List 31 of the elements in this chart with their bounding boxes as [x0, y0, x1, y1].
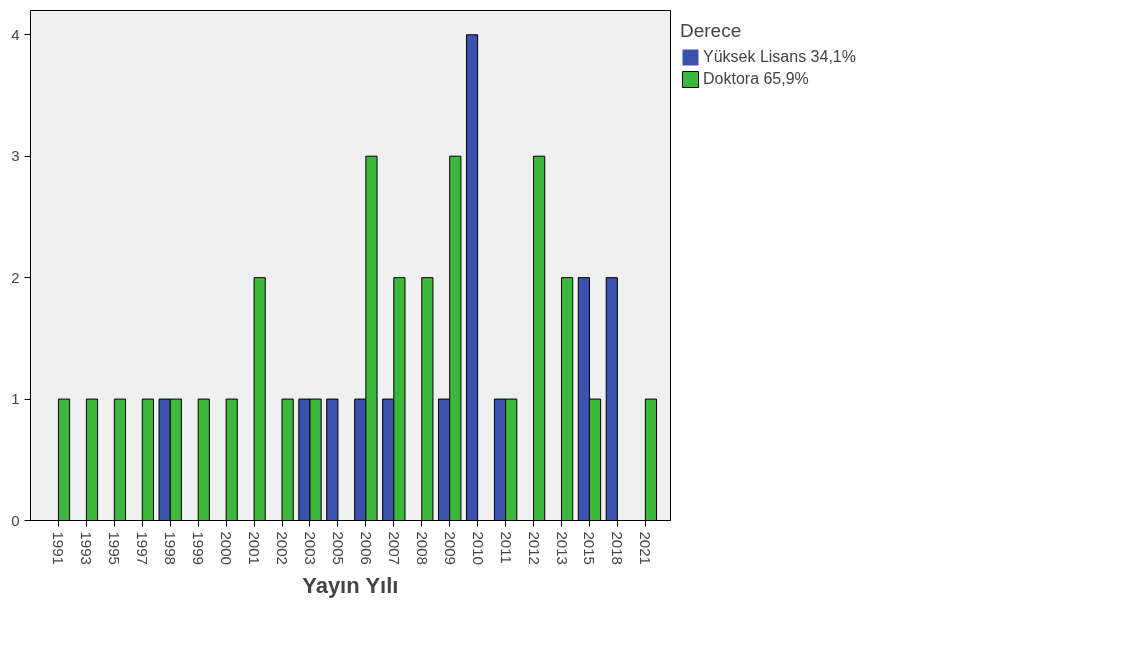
- y-tick-label: 1: [11, 390, 20, 408]
- x-tick-label: 2007: [385, 531, 403, 565]
- x-tick-label: 2010: [469, 531, 487, 565]
- y-tick-label: 4: [11, 25, 20, 43]
- x-axis-title: Yayın Yılı: [302, 572, 399, 598]
- y-tick-label: 2: [11, 268, 20, 286]
- y-tick-label: 0: [11, 511, 20, 529]
- x-tick-label: 2003: [301, 531, 319, 565]
- x-tick-label: 2021: [637, 531, 655, 565]
- x-tick-label: 1993: [78, 531, 96, 565]
- legend-label: Yüksek Lisans 34,1%: [703, 48, 856, 66]
- x-tick-label: 2013: [553, 531, 571, 565]
- x-tick-label: 2002: [274, 531, 292, 565]
- legend-title: Derece: [680, 20, 743, 42]
- x-tick-label: 2008: [413, 531, 431, 565]
- x-tick-label: 1998: [162, 531, 180, 565]
- x-tick-label: 1997: [134, 531, 152, 565]
- x-tick-label: 1995: [106, 531, 124, 565]
- x-tick-label: 1991: [50, 531, 68, 565]
- x-tick-label: 2005: [329, 531, 347, 565]
- legend-label: Doktora 65,9%: [703, 70, 809, 88]
- x-tick-label: 2009: [441, 531, 459, 565]
- x-tick-label: 2012: [525, 531, 543, 565]
- x-tick-label: 1999: [190, 531, 208, 565]
- x-tick-label: 2000: [218, 531, 236, 565]
- x-tick-label: 2006: [357, 531, 375, 565]
- x-tick-label: 2011: [497, 531, 515, 564]
- y-tick-label: 3: [11, 147, 20, 165]
- x-tick-label: 2018: [609, 531, 627, 565]
- x-tick-label: 2015: [581, 531, 599, 565]
- x-tick-label: 2001: [246, 531, 264, 565]
